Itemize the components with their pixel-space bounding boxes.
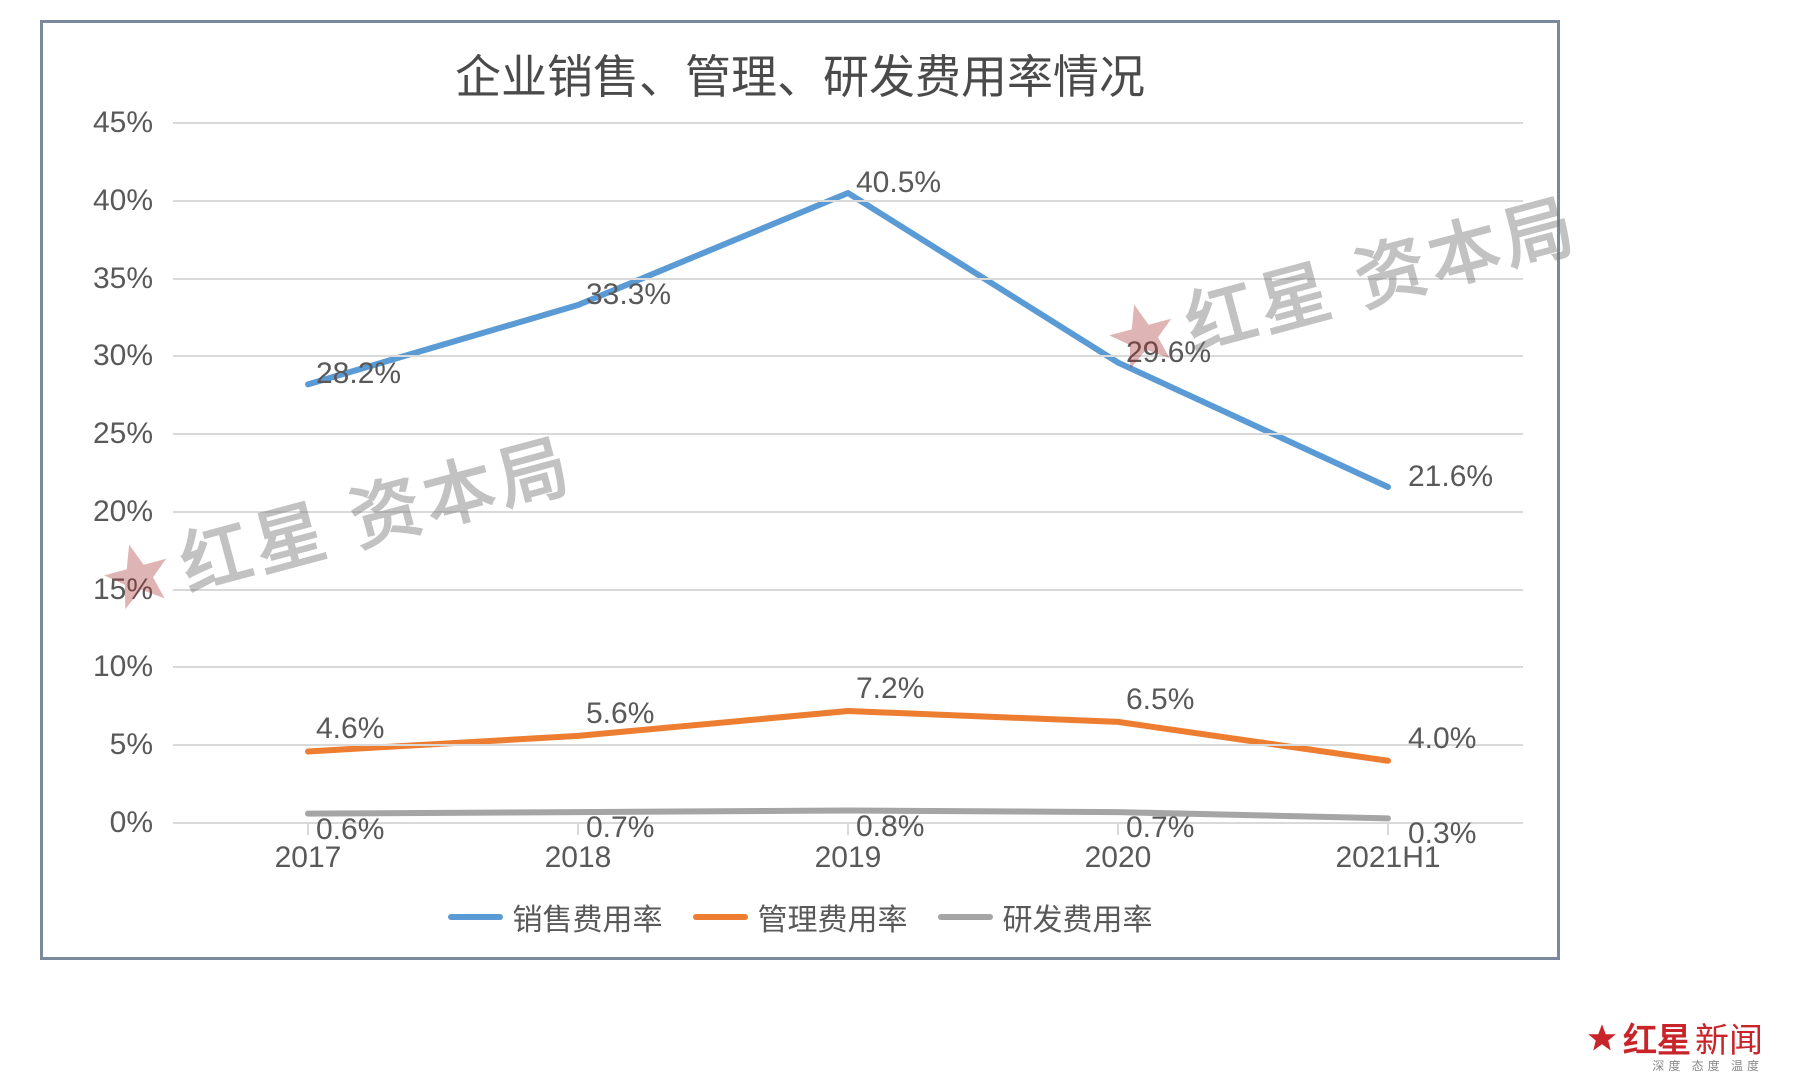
data-point-label: 21.6% — [1408, 460, 1493, 494]
gridline — [173, 589, 1523, 591]
legend-item: 研发费用率 — [938, 895, 1153, 939]
data-point-label: 0.6% — [316, 813, 384, 847]
data-point-label: 6.5% — [1126, 683, 1194, 717]
data-point-label: 0.7% — [586, 811, 654, 845]
star-icon — [1587, 1023, 1617, 1053]
legend-swatch — [448, 914, 503, 920]
gridline — [173, 122, 1523, 124]
data-point-label: 7.2% — [856, 672, 924, 706]
data-point-label: 5.6% — [586, 697, 654, 731]
y-axis-label: 35% — [93, 262, 173, 296]
series-line — [308, 711, 1388, 761]
logo-brand: 红星 — [1623, 1013, 1691, 1062]
series-line — [308, 811, 1388, 819]
y-axis-label: 5% — [110, 728, 173, 762]
data-point-label: 4.6% — [316, 712, 384, 746]
data-point-label: 33.3% — [586, 278, 671, 312]
data-point-label: 0.7% — [1126, 811, 1194, 845]
legend-label: 销售费用率 — [513, 895, 663, 939]
y-axis-label: 10% — [93, 650, 173, 684]
legend: 销售费用率 管理费用率 研发费用率 — [43, 895, 1557, 939]
legend-swatch — [693, 914, 748, 920]
y-axis-label: 25% — [93, 417, 173, 451]
legend-item: 销售费用率 — [448, 895, 663, 939]
gridline — [173, 666, 1523, 668]
legend-label: 管理费用率 — [758, 895, 908, 939]
data-point-label: 0.8% — [856, 810, 924, 844]
data-point-label: 4.0% — [1408, 722, 1476, 756]
y-axis-label: 40% — [93, 184, 173, 218]
data-point-label: 0.3% — [1408, 817, 1476, 851]
legend-swatch — [938, 914, 993, 920]
gridline — [173, 433, 1523, 435]
data-point-label: 40.5% — [856, 166, 941, 200]
logo-suffix: 新闻 — [1695, 1013, 1763, 1062]
y-axis-label: 0% — [110, 806, 173, 840]
y-axis-label: 30% — [93, 339, 173, 373]
y-axis-label: 45% — [93, 106, 173, 140]
data-point-label: 28.2% — [316, 357, 401, 391]
chart-title: 企业销售、管理、研发费用率情况 — [43, 41, 1557, 107]
legend-label: 研发费用率 — [1003, 895, 1153, 939]
source-logo: 红星新闻 — [1587, 1013, 1763, 1062]
legend-item: 管理费用率 — [693, 895, 908, 939]
gridline — [173, 200, 1523, 202]
source-tagline: 深度 态度 温度 — [1652, 1057, 1763, 1074]
